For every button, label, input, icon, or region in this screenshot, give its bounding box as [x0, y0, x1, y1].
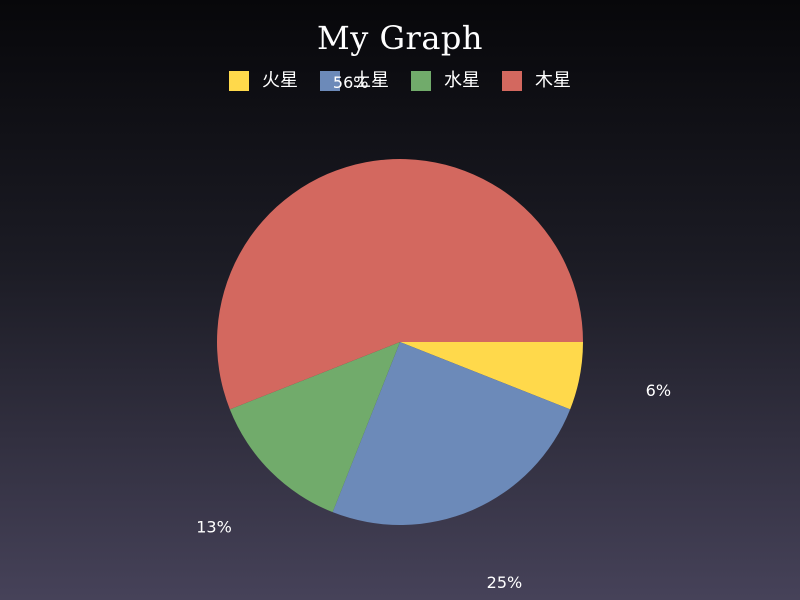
- slice-label-saturn: 25%: [487, 573, 523, 592]
- legend-label-mars: 火星: [262, 70, 298, 91]
- legend-label-mercury: 水星: [444, 70, 480, 91]
- legend-label-jupiter: 木星: [535, 70, 571, 91]
- slice-label-mercury: 13%: [196, 517, 232, 536]
- legend-swatch-saturn: [320, 71, 340, 91]
- pie-slice-saturn: [332, 342, 571, 525]
- legend-item-mercury: 水星: [411, 70, 480, 92]
- pie-slice-jupiter: [216, 158, 584, 410]
- legend-swatch-mercury: [411, 71, 431, 91]
- legend-swatch-mars: [229, 71, 249, 91]
- pie-slice-mercury: [229, 342, 400, 513]
- slice-label-jupiter: 56%: [333, 73, 369, 92]
- pie-slice-mars: [400, 342, 583, 410]
- chart-title: My Graph: [316, 19, 484, 57]
- legend: 火星 土星 水星 木星: [0, 70, 800, 92]
- legend-item-mars: 火星: [229, 70, 298, 92]
- legend-item-saturn: 土星: [320, 70, 389, 92]
- slice-label-mars: 6%: [646, 381, 671, 400]
- legend-item-jupiter: 木星: [502, 70, 571, 92]
- legend-label-saturn: 土星: [353, 70, 389, 91]
- legend-swatch-jupiter: [502, 71, 522, 91]
